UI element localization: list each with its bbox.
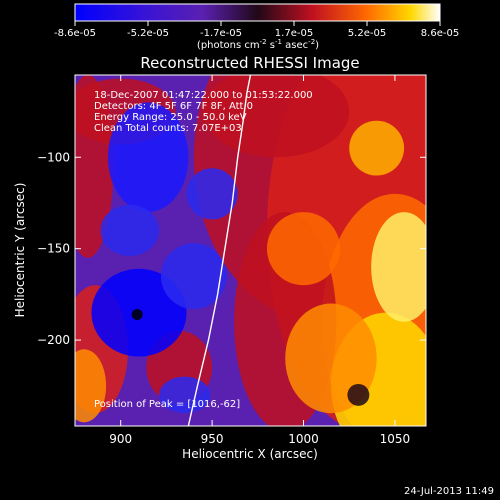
colorbar [74,3,441,22]
chart-title: Reconstructed RHESSI Image [140,54,359,72]
heatmap-region [347,383,370,406]
info-peak-position: Position of Peak = [1016,-62] [94,399,240,410]
y-tick-label: −150 [37,242,70,256]
heatmap-region [75,349,107,423]
x-tick-label: 950 [201,432,224,446]
info-total-counts: Clean Total counts: 7.07E+03 [94,123,242,134]
colorbar-ticks: -8.6e-05 -5.2e-05 -1.7e-05 1.7e-05 5.2e-05 8.… [54,21,459,39]
colorbar-tick-label: -8.6e-05 [54,28,96,39]
heatmap-region [266,212,341,286]
x-tick-label: 900 [109,432,132,446]
y-tick-label: −100 [37,150,70,164]
colorbar-tick-label: 8.6e-05 [421,28,459,39]
plot-frame [74,74,427,427]
x-tick-label: 1000 [288,432,319,446]
colorbar-units: (photons cm-2 s-1 asec-2) [197,38,319,51]
colorbar-tick-label: 5.2e-05 [348,28,386,39]
solar-limb-curve [187,75,252,426]
heatmap-image [75,75,426,426]
heatmap-region [100,204,160,256]
heatmap-region [186,168,238,220]
colorbar-tick-label: -5.2e-05 [127,28,169,39]
y-axis-ticks: −100 −150 −200 [37,150,426,347]
info-time-range: 18-Dec-2007 01:47:22.000 to 01:53:22.000 [94,90,313,101]
info-energy-range: Energy Range: 25.0 - 50.0 keV [94,112,247,123]
heatmap-region [107,102,189,213]
x-tick-label: 1050 [380,432,411,446]
heatmap-region [202,75,350,158]
plot-timestamp: 24-Jul-2013 11:49 [404,486,494,497]
heatmap-region [131,309,143,320]
x-axis-ticks: 900 950 1000 1050 [109,75,410,446]
heatmap-region [349,120,405,176]
x-axis-label: Heliocentric X (arcsec) [182,447,318,461]
colorbar-tick-label: 1.7e-05 [275,28,313,39]
colorbar-tick-label: -1.7e-05 [200,28,242,39]
heatmap-region [371,212,426,322]
y-tick-label: −200 [37,333,70,347]
y-axis-label: Heliocentric Y (arcsec) [13,183,27,318]
info-detectors: Detectors: 4F 5F 6F 7F 8F, Att 0 [94,101,253,112]
heatmap-region [160,243,227,309]
